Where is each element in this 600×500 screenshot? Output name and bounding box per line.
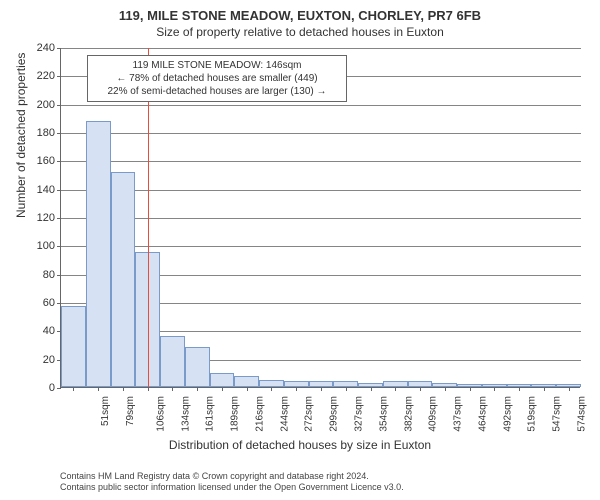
x-tick	[247, 387, 248, 391]
grid-line	[61, 133, 581, 134]
y-tick	[57, 303, 61, 304]
x-tick	[470, 387, 471, 391]
x-tick-label: 492sqm	[502, 396, 513, 432]
x-tick-label: 272sqm	[304, 396, 315, 432]
x-tick-label: 134sqm	[180, 396, 191, 432]
annotation-line3: 22% of semi-detached houses are larger (…	[94, 85, 340, 98]
x-tick	[296, 387, 297, 391]
x-tick	[569, 387, 570, 391]
x-tick-label: 574sqm	[576, 396, 587, 432]
x-tick	[445, 387, 446, 391]
chart-subtitle: Size of property relative to detached ho…	[0, 23, 600, 39]
y-tick-label: 20	[25, 354, 55, 366]
x-tick	[494, 387, 495, 391]
histogram-bar	[259, 380, 284, 387]
histogram-bar	[86, 121, 111, 387]
y-tick-label: 200	[25, 99, 55, 111]
footer-line2: Contains public sector information licen…	[60, 482, 404, 494]
y-tick	[57, 218, 61, 219]
x-tick	[395, 387, 396, 391]
y-tick	[57, 190, 61, 191]
x-tick-label: 547sqm	[552, 396, 563, 432]
x-tick-label: 327sqm	[354, 396, 365, 432]
x-tick-label: 464sqm	[477, 396, 488, 432]
y-tick-label: 240	[25, 42, 55, 54]
y-tick	[57, 275, 61, 276]
histogram-bar	[185, 347, 210, 387]
x-tick	[420, 387, 421, 391]
x-tick	[98, 387, 99, 391]
x-tick	[371, 387, 372, 391]
x-tick	[73, 387, 74, 391]
x-tick-label: 519sqm	[527, 396, 538, 432]
x-tick-label: 216sqm	[255, 396, 266, 432]
y-tick-label: 180	[25, 127, 55, 139]
histogram-bar	[234, 376, 259, 387]
x-tick-label: 299sqm	[329, 396, 340, 432]
histogram-bar	[160, 336, 185, 387]
y-tick-label: 140	[25, 184, 55, 196]
chart-container: 119, MILE STONE MEADOW, EUXTON, CHORLEY,…	[0, 0, 600, 500]
chart-area: 02040608010012014016018020022024051sqm79…	[60, 48, 580, 388]
annotation-line2: ← 78% of detached houses are smaller (44…	[94, 72, 340, 85]
y-tick-label: 160	[25, 155, 55, 167]
y-tick-label: 120	[25, 212, 55, 224]
footer-credits: Contains HM Land Registry data © Crown c…	[60, 471, 404, 494]
x-tick-label: 244sqm	[279, 396, 290, 432]
y-tick-label: 100	[25, 240, 55, 252]
y-tick	[57, 246, 61, 247]
y-tick	[57, 76, 61, 77]
chart-title: 119, MILE STONE MEADOW, EUXTON, CHORLEY,…	[0, 0, 600, 23]
grid-line	[61, 48, 581, 49]
x-tick	[321, 387, 322, 391]
grid-line	[61, 161, 581, 162]
x-tick-label: 161sqm	[205, 396, 216, 432]
x-tick-label: 382sqm	[403, 396, 414, 432]
x-tick-label: 106sqm	[155, 396, 166, 432]
y-tick-label: 40	[25, 325, 55, 337]
grid-line	[61, 105, 581, 106]
x-tick	[172, 387, 173, 391]
histogram-bar	[61, 306, 86, 387]
x-tick-label: 409sqm	[428, 396, 439, 432]
x-tick	[222, 387, 223, 391]
y-tick-label: 0	[25, 382, 55, 394]
y-tick	[57, 161, 61, 162]
annotation-box: 119 MILE STONE MEADOW: 146sqm← 78% of de…	[87, 55, 347, 102]
y-tick	[57, 48, 61, 49]
x-tick	[197, 387, 198, 391]
x-tick	[346, 387, 347, 391]
grid-line	[61, 246, 581, 247]
y-tick	[57, 133, 61, 134]
x-tick-label: 51sqm	[100, 396, 111, 426]
y-tick-label: 80	[25, 269, 55, 281]
x-tick-label: 189sqm	[230, 396, 241, 432]
grid-line	[61, 190, 581, 191]
x-axis-label: Distribution of detached houses by size …	[0, 438, 600, 452]
plot-region: 02040608010012014016018020022024051sqm79…	[60, 48, 580, 388]
x-tick	[148, 387, 149, 391]
grid-line	[61, 218, 581, 219]
x-tick	[271, 387, 272, 391]
y-tick-label: 60	[25, 297, 55, 309]
x-tick	[544, 387, 545, 391]
y-tick	[57, 105, 61, 106]
x-tick	[123, 387, 124, 391]
histogram-bar	[111, 172, 136, 387]
x-tick	[519, 387, 520, 391]
y-tick	[57, 388, 61, 389]
x-tick-label: 437sqm	[453, 396, 464, 432]
annotation-line1: 119 MILE STONE MEADOW: 146sqm	[94, 59, 340, 72]
x-tick-label: 354sqm	[378, 396, 389, 432]
x-tick-label: 79sqm	[125, 396, 136, 426]
footer-line1: Contains HM Land Registry data © Crown c…	[60, 471, 404, 483]
y-tick-label: 220	[25, 70, 55, 82]
histogram-bar	[210, 373, 235, 387]
